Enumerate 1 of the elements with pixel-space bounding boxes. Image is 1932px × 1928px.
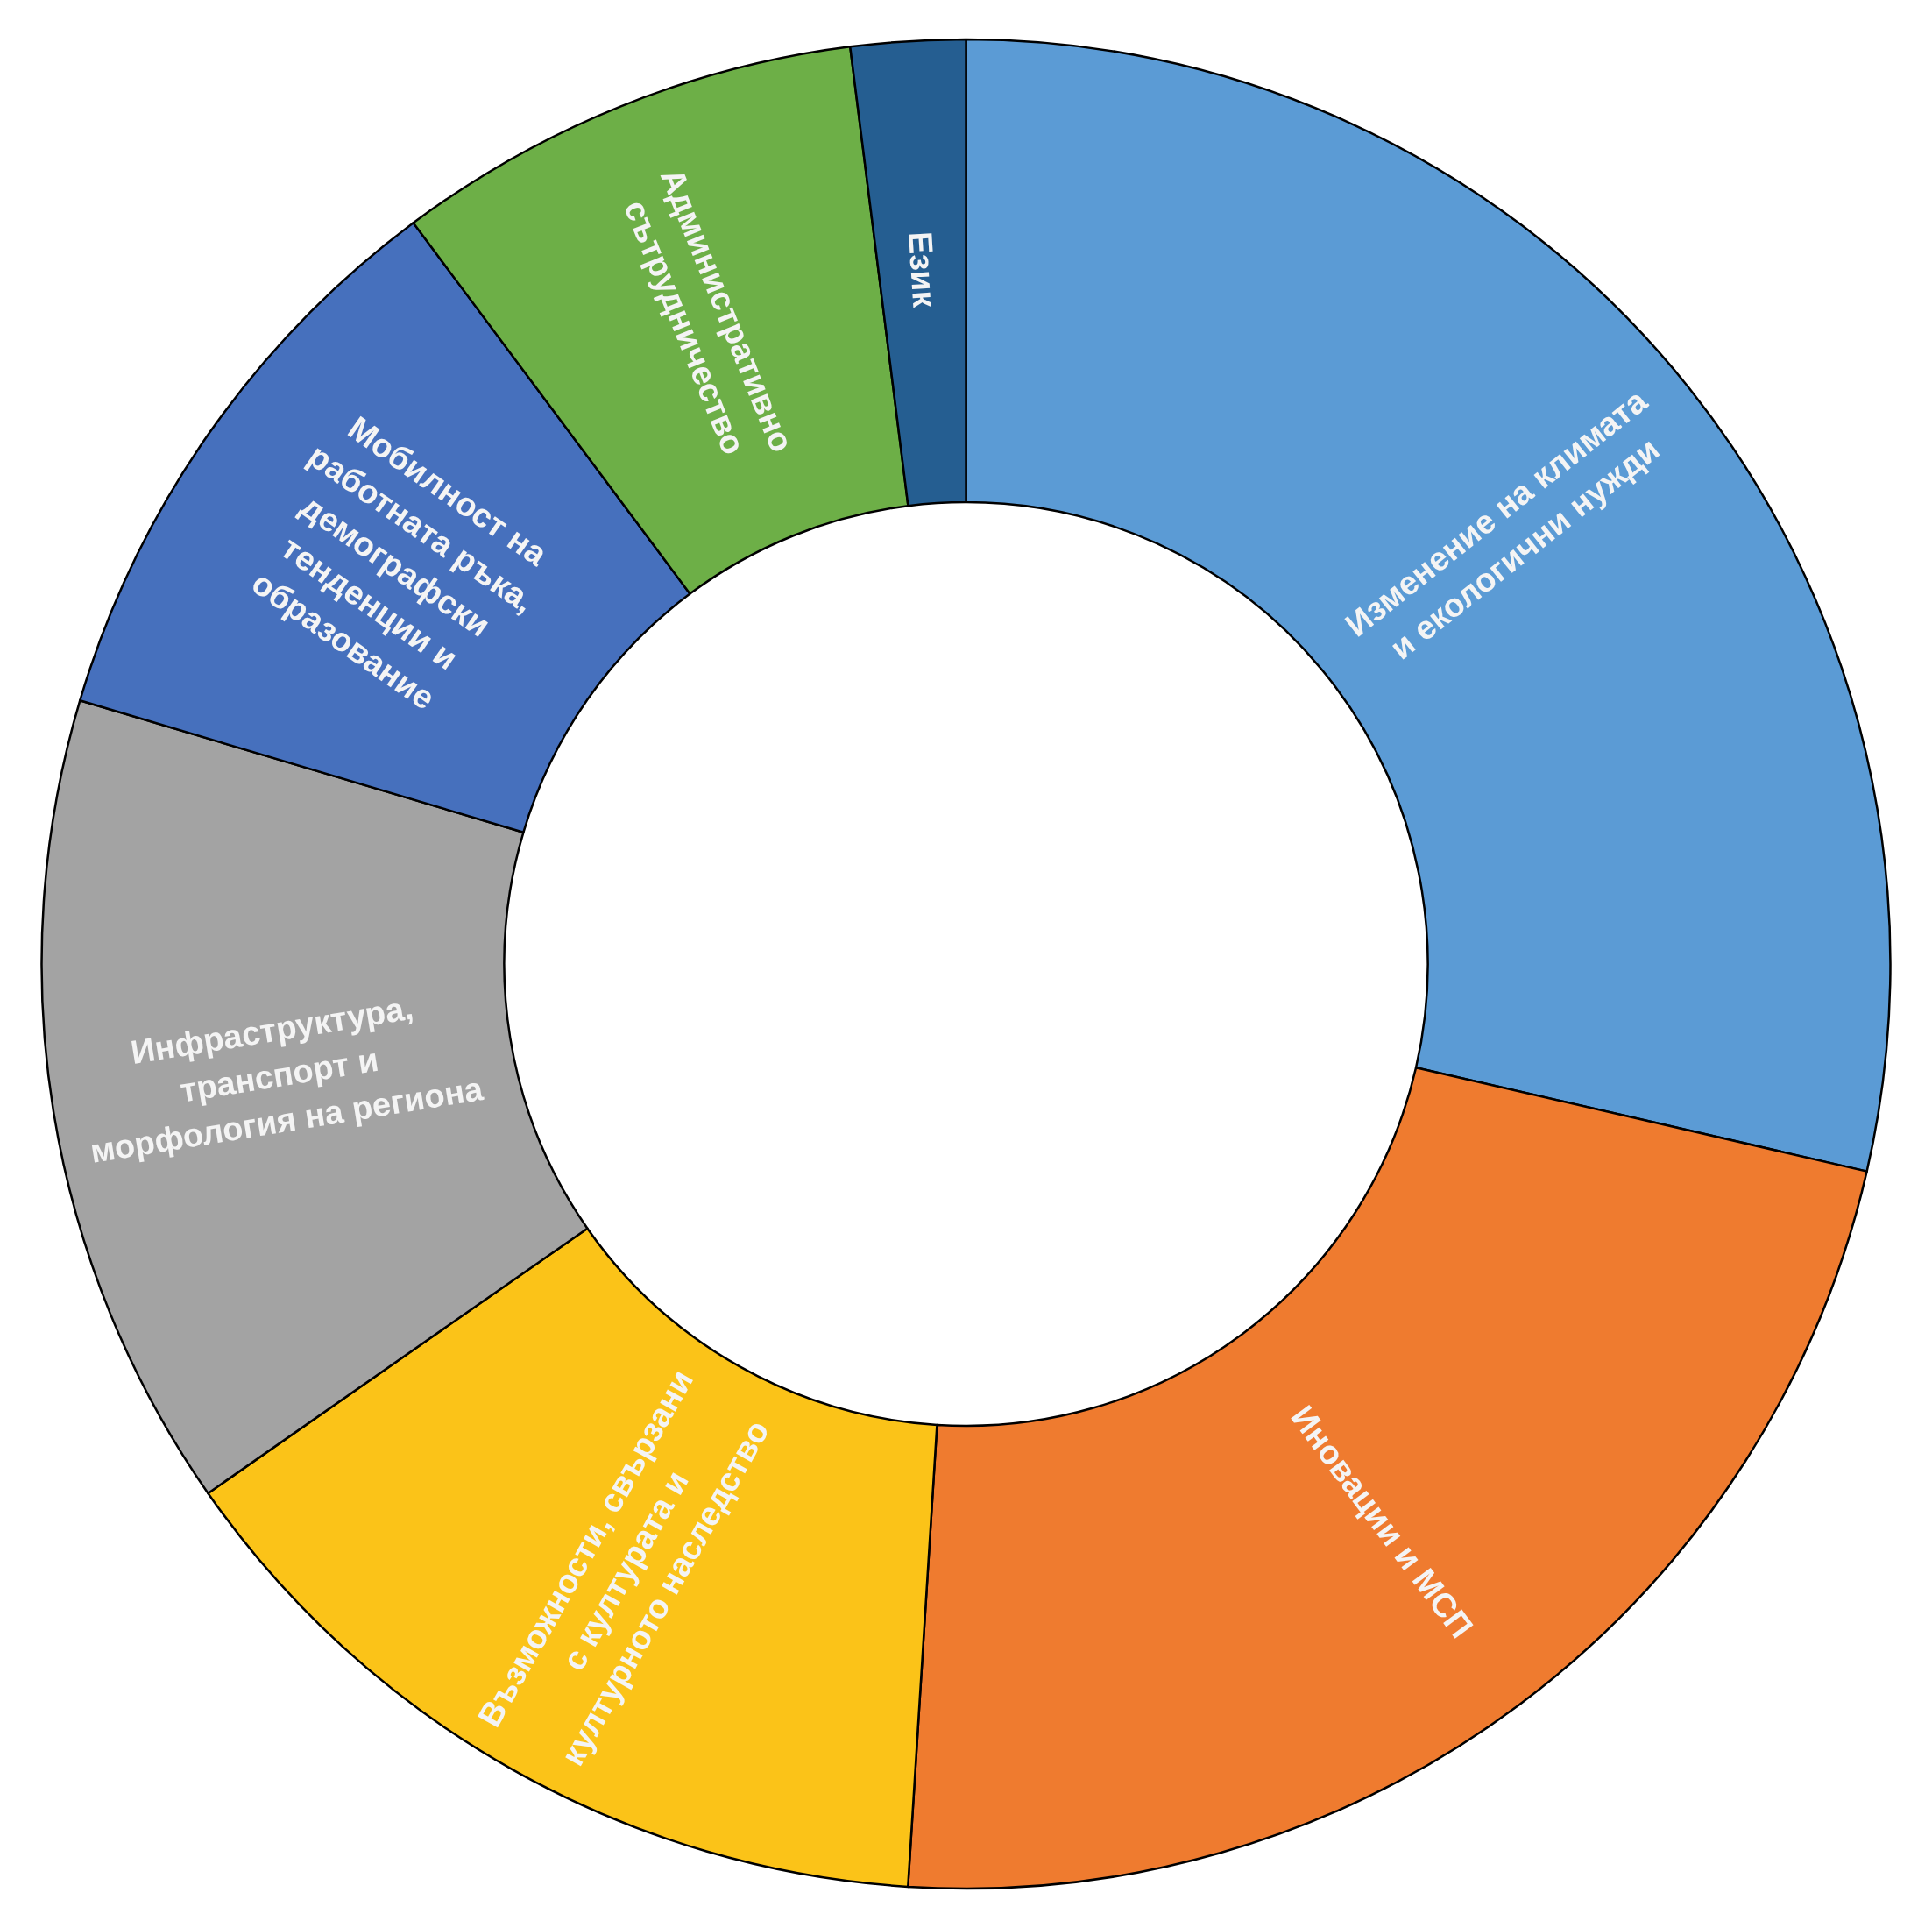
slice-label: Език (901, 230, 944, 310)
